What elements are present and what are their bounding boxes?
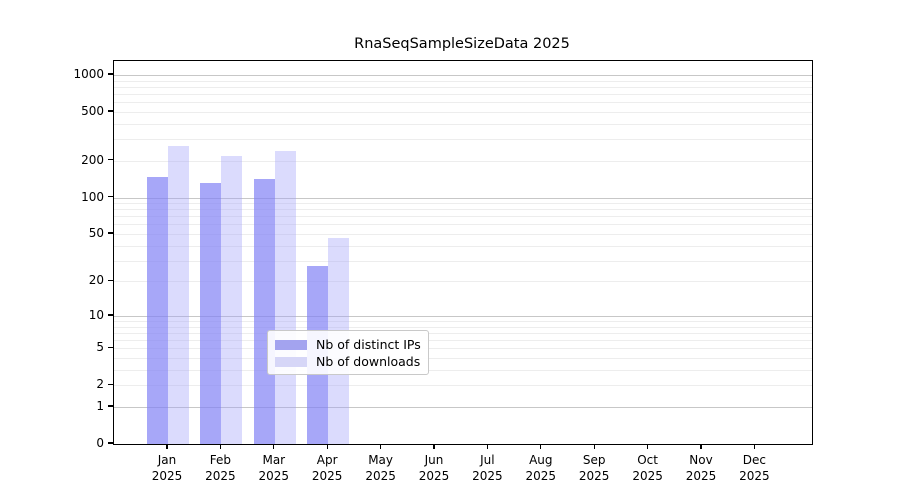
x-tick-mark [326,444,328,449]
x-tick-label: Sep 2025 [578,453,610,484]
x-tick-label: Apr 2025 [311,453,343,484]
legend-swatch-distinct-ips [275,339,307,350]
x-tick-mark [219,444,222,449]
x-tick-mark [646,444,649,449]
major-gridline [114,197,812,199]
x-tick-label: Jul 2025 [472,453,503,484]
x-tick-mark [593,444,595,449]
x-tick-mark [700,444,702,449]
legend-label-downloads: Nb of downloads [316,354,421,369]
y-tick-mark [108,314,113,316]
y-tick-mark [108,279,113,282]
plot-area [113,60,813,445]
y-tick-mark [108,195,113,198]
bar-distinct-ips-feb [200,182,222,444]
minor-gridline [114,326,812,328]
x-tick-label: Mar 2025 [258,453,290,484]
minor-gridline [114,281,812,283]
x-tick-label: Jun 2025 [418,453,450,484]
minor-gridline [114,94,812,95]
minor-gridline [114,139,812,141]
bar-distinct-ips-mar [253,178,275,444]
x-tick-label: Aug 2025 [525,453,557,484]
minor-gridline [114,203,812,205]
legend-row-distinct-ips: Nb of distinct IPs [275,336,421,353]
minor-gridline [114,332,812,334]
chart-title: RnaSeqSampleSizeData 2025 [354,36,570,52]
minor-gridline [114,160,812,162]
minor-gridline [114,80,812,82]
minor-gridline [114,370,812,371]
minor-gridline [114,209,812,211]
y-tick-label: 5 [96,340,104,355]
y-tick-label: 20 [88,273,104,288]
minor-gridline [114,358,812,359]
legend-label-distinct-ips: Nb of distinct IPs [316,337,421,352]
y-tick-mark [108,110,113,112]
y-tick-mark [108,159,113,161]
bar-downloads-jan [168,145,189,444]
minor-gridline [114,224,812,226]
x-tick-label: Feb 2025 [205,453,236,484]
y-tick-label: 100 [81,189,104,204]
y-tick-label: 200 [81,152,104,167]
x-tick-mark [166,444,168,449]
minor-gridline [114,216,812,218]
bar-downloads-feb [221,156,243,444]
bar-distinct-ips-jan [147,176,168,444]
y-tick-label: 500 [81,104,104,118]
x-tick-label: Oct 2025 [632,453,663,484]
minor-gridline [114,260,812,262]
legend-row-downloads: Nb of downloads [275,353,420,370]
y-tick-label: 50 [88,226,104,240]
y-tick-label: 0 [96,436,104,450]
y-tick-mark [108,383,113,385]
minor-gridline [114,86,812,88]
y-tick-mark [108,442,113,444]
y-tick-label: 1000 [73,67,104,81]
y-tick-label: 10 [88,307,104,322]
major-gridline [114,75,812,76]
x-tick-mark [273,444,275,449]
minor-gridline [114,234,812,235]
x-tick-mark [379,444,382,449]
x-tick-mark [433,444,435,449]
major-gridline [114,407,812,408]
minor-gridline [114,385,812,387]
x-tick-label: Dec 2025 [739,453,770,484]
legend-swatch-downloads [275,356,307,367]
y-tick-mark [108,405,113,407]
y-tick-label: 1 [96,399,104,413]
minor-gridline [114,102,812,104]
minor-gridline [114,348,812,350]
y-tick-mark [108,346,113,348]
minor-gridline [114,123,812,125]
bar-downloads-mar [274,151,296,444]
minor-gridline [114,112,812,113]
y-tick-mark [108,73,113,75]
y-tick-label: 2 [96,377,104,392]
major-gridline [114,315,812,317]
x-tick-label: Jan 2025 [151,453,183,484]
x-tick-mark [753,444,756,449]
x-tick-mark [486,444,489,449]
x-tick-label: May 2025 [365,453,396,484]
minor-gridline [114,245,812,247]
legend: Nb of distinct IPs Nb of downloads [267,330,429,375]
minor-gridline [114,321,812,322]
x-tick-label: Nov 2025 [685,453,717,484]
x-tick-mark [540,444,542,449]
y-tick-mark [108,232,113,234]
minor-gridline [114,340,812,342]
